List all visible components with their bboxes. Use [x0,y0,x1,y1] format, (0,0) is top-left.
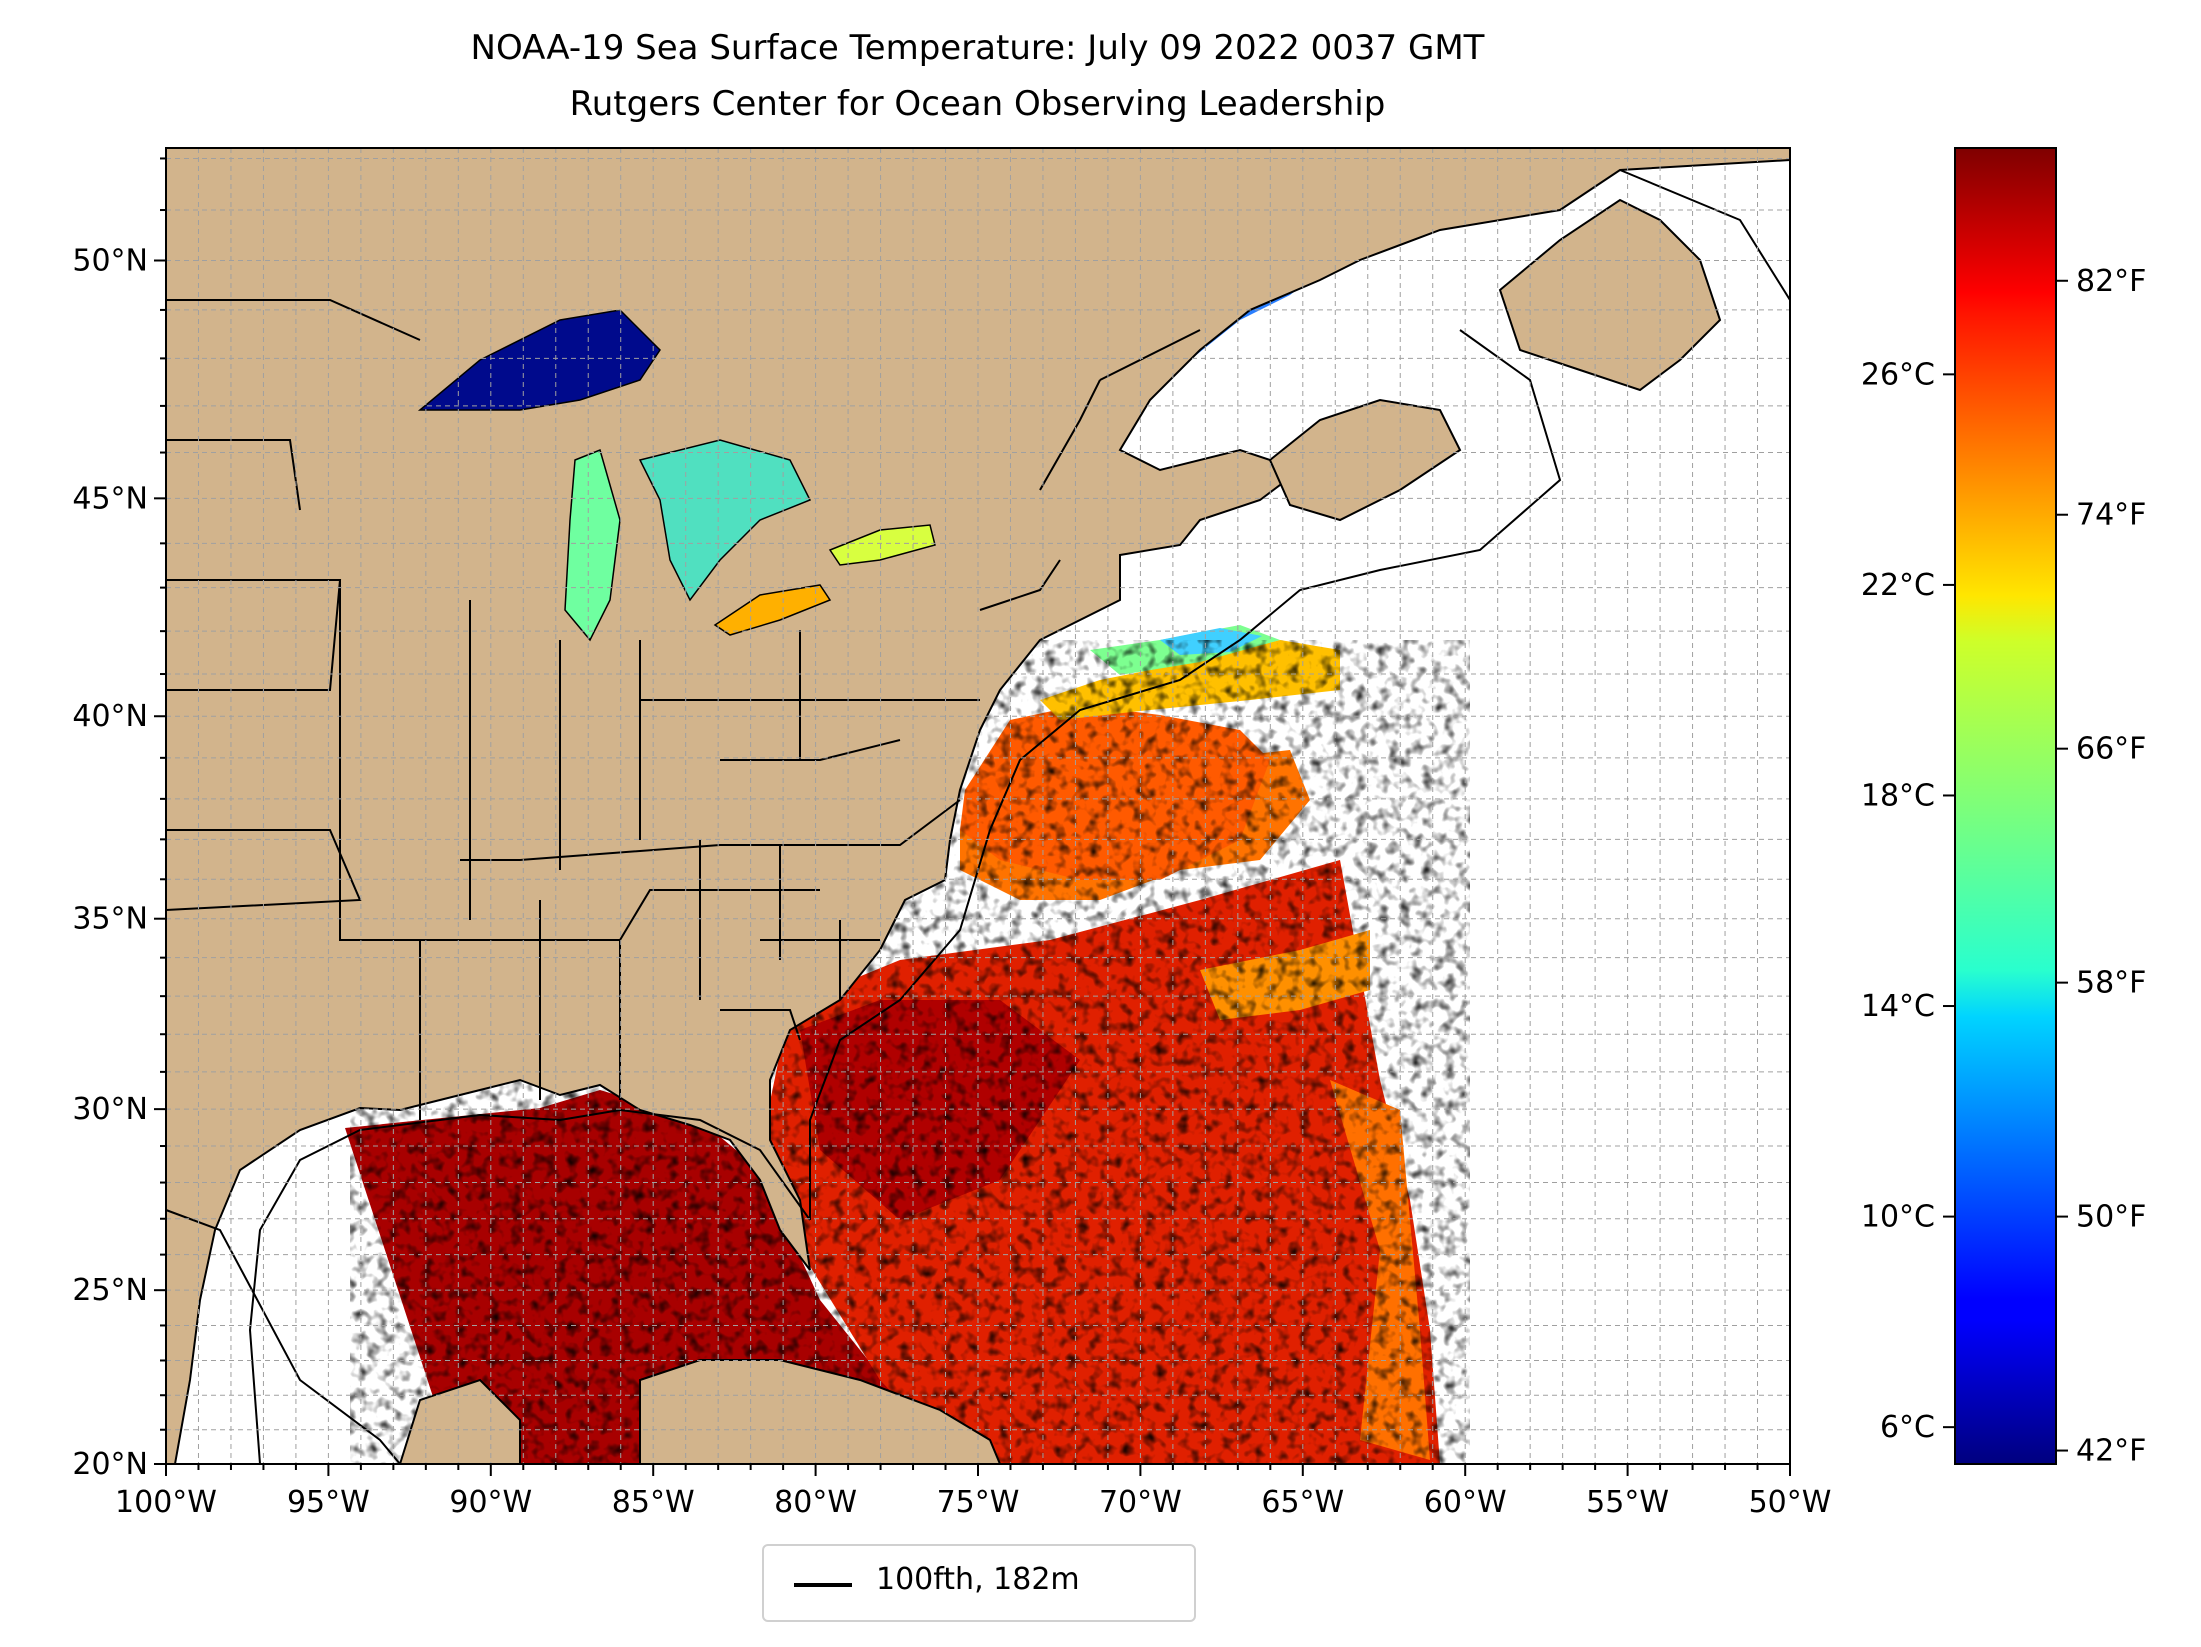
colorbar-celsius-axis: 6°C 10°C 14°C 18°C 22°C 26°C [1861,357,1955,1445]
lon-tick-label: 85°W [612,1485,695,1520]
longitude-axis: 100°W 95°W 90°W 85°W 80°W 75°W 70°W 65°W 60°W 55°… [115,1464,1831,1520]
lake-ontario [828,524,936,566]
legend-line-swatch [794,1583,852,1587]
chart-subtitle: Rutgers Center for Ocean Observing Leade… [569,84,1386,124]
celsius-tick-label: 14°C [1861,989,1935,1024]
lon-tick-label: 80°W [774,1485,857,1520]
lon-tick-label: 65°W [1261,1485,1344,1520]
lake-huron [638,439,812,602]
fahrenheit-tick-label: 66°F [2076,732,2146,767]
lon-tick-label: 100°W [115,1485,217,1520]
yucatan-land [398,1378,521,1464]
fahrenheit-tick-label: 58°F [2076,966,2146,1001]
newfoundland-land [1498,198,1722,392]
lake-erie [713,584,832,636]
great-lakes [417,309,936,642]
fahrenheit-tick-label: 42°F [2076,1434,2146,1469]
lat-tick-label: 50°N [72,243,148,278]
colorbar [1954,147,2057,1465]
colorbar-fahrenheit-axis: 42°F 50°F 58°F 66°F 74°F 82°F [2056,264,2146,1469]
celsius-tick-label: 18°C [1861,778,1935,813]
political-borders [166,299,1201,1464]
fahrenheit-tick-label: 82°F [2076,264,2146,299]
fahrenheit-tick-label: 74°F [2076,498,2146,533]
land-masses [166,148,1790,1464]
lon-tick-label: 60°W [1424,1485,1507,1520]
lat-tick-label: 30°N [72,1092,148,1127]
lat-tick-label: 20°N [72,1447,148,1482]
lat-tick-label: 45°N [72,481,148,516]
lat-tick-label: 25°N [72,1273,148,1308]
lon-tick-label: 70°W [1099,1485,1182,1520]
lon-tick-label: 90°W [449,1485,532,1520]
chart-title: NOAA-19 Sea Surface Temperature: July 09… [470,28,1485,68]
lat-tick-label: 40°N [72,699,148,734]
lon-tick-label: 55°W [1586,1485,1669,1520]
lon-tick-label: 50°W [1749,1485,1832,1520]
legend-label: 100fth, 182m [876,1562,1080,1597]
lake-superior [417,309,661,411]
legend: 100fth, 182m [762,1544,1196,1622]
celsius-tick-label: 26°C [1861,357,1935,392]
graticule-minor [166,148,1790,1464]
nova-scotia-land [1268,398,1462,522]
lon-tick-label: 75°W [937,1485,1020,1520]
latitude-axis: 20°N 25°N 30°N 35°N 40°N 45°N 50°N [72,157,166,1482]
lat-tick-label: 35°N [72,902,148,937]
fahrenheit-tick-label: 50°F [2076,1200,2146,1235]
celsius-tick-label: 6°C [1880,1410,1935,1445]
lon-tick-label: 95°W [287,1485,370,1520]
celsius-tick-label: 10°C [1861,1200,1935,1235]
lake-michigan [564,448,621,642]
celsius-tick-label: 22°C [1861,568,1935,603]
